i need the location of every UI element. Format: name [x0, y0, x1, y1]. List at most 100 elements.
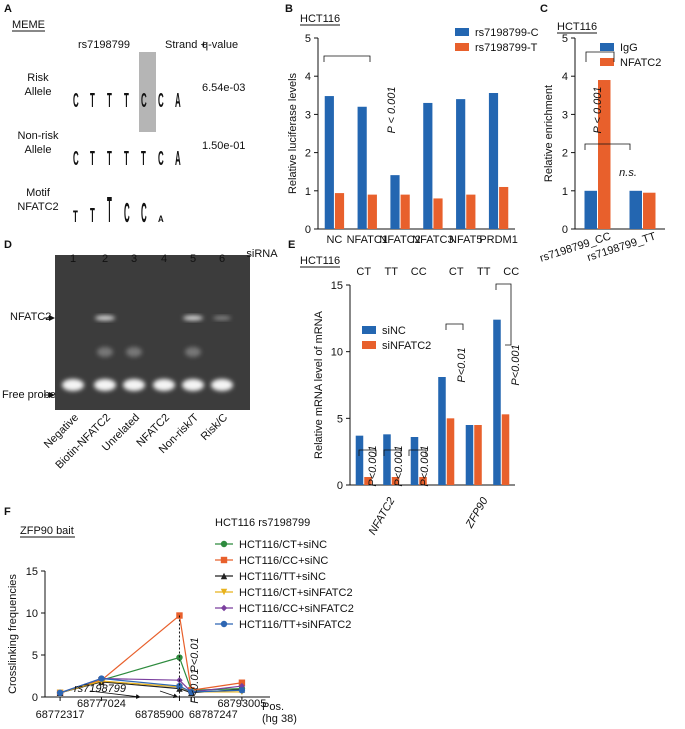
bar [367, 194, 377, 229]
y-tick-label: 10 [331, 347, 343, 359]
motif-letter: T [107, 90, 112, 112]
category-label: TT [477, 266, 491, 278]
bar [324, 96, 334, 230]
y-tick-label: 0 [32, 692, 38, 704]
motif-letter: T [107, 189, 112, 230]
row-label: Allele [25, 144, 52, 156]
bar [501, 414, 510, 485]
bracket [358, 449, 377, 456]
smear [185, 347, 201, 357]
x-axis-label: (hg 38) [262, 713, 297, 725]
annotation: P<0.001 [510, 344, 522, 385]
complex-band [213, 316, 231, 320]
category-label: CC [503, 266, 519, 278]
x-axis-label: siRNA [246, 248, 278, 260]
motif-letter: C [124, 199, 130, 229]
panel-label: A [4, 3, 12, 15]
lane-number: 6 [219, 253, 225, 265]
legend-swatch [455, 28, 469, 36]
bar [629, 190, 642, 229]
x-tick-label: 68785900 [135, 709, 184, 721]
bracket [495, 283, 512, 346]
legend-label: HCT116/CC+siNFATC2 [239, 603, 354, 615]
bar [391, 477, 400, 485]
marker [238, 682, 246, 690]
free-probe-band [94, 379, 116, 391]
bracket [408, 449, 427, 456]
motif-source: MEME [12, 19, 45, 31]
marker [188, 688, 195, 696]
smear [97, 347, 113, 357]
annotation: P<0.01 [189, 668, 201, 703]
panel-label: E [288, 239, 295, 251]
annotation: P<0.01 [456, 347, 468, 382]
category-label: CC [411, 266, 427, 278]
free-probe-band [123, 379, 145, 391]
legend-label: IgG [620, 42, 638, 54]
y-tick-label: 15 [26, 566, 38, 578]
motif-letter: C [141, 199, 147, 229]
band-label: NFATC2 [10, 311, 51, 323]
smear [126, 347, 142, 357]
bar [423, 102, 433, 229]
legend-label: siNFATC2 [382, 340, 431, 352]
q-value: 6.54e-03 [202, 82, 245, 94]
legend-swatch [600, 43, 614, 51]
annotation: n.s. [619, 167, 637, 179]
free-probe-band [211, 379, 233, 391]
bracket [445, 323, 464, 330]
row-label: NFATC2 [17, 201, 58, 213]
legend-label: siNC [382, 325, 406, 337]
column-header: rs7198799 [78, 39, 130, 51]
x-tick-label: NFATC2 [379, 234, 420, 246]
row-label: Allele [25, 86, 52, 98]
panel-label: F [4, 506, 11, 518]
motif-letter: T [124, 90, 129, 112]
x-tick-label: NFATC1 [347, 234, 388, 246]
bar [364, 477, 372, 485]
annotation: P<0.001 [367, 445, 379, 486]
y-tick-label: 0 [305, 224, 311, 236]
bar [357, 106, 367, 229]
motif-letter: T [90, 148, 95, 170]
marker [238, 687, 246, 694]
y-axis-label: Relative luciferase levels [287, 72, 299, 194]
lane-label: Risk/C [199, 412, 230, 443]
bar [438, 377, 446, 485]
chart-title: HCT116 [300, 13, 340, 25]
panel-label: D [4, 239, 12, 251]
y-tick-label: 3 [305, 109, 311, 121]
legend-label: HCT116/CT+siNC [239, 539, 327, 551]
legend-label: HCT116/TT+siNFATC2 [239, 619, 351, 631]
legend-swatch [362, 341, 376, 349]
motif-letter: A [175, 148, 181, 170]
x-tick-label: 68787247 [189, 709, 238, 721]
bar [499, 186, 509, 229]
legend-label: rs7198799-C [475, 27, 539, 39]
motif-letter: C [158, 90, 164, 112]
x-tick-label: NFATC3 [412, 234, 453, 246]
bracket [383, 449, 402, 456]
bar [446, 418, 455, 485]
lane-number: 2 [102, 253, 108, 265]
annotation: P<0.001 [419, 445, 431, 486]
annotation: P < 0.001 [386, 87, 398, 134]
bar [488, 93, 499, 230]
bar [334, 193, 345, 229]
legend-label: HCT116/TT+siNC [239, 571, 326, 583]
lane-number: 4 [161, 253, 167, 265]
motif-letter: A [158, 213, 164, 224]
y-tick-label: 1 [562, 186, 568, 198]
complex-band [95, 315, 115, 321]
bracket [323, 55, 371, 62]
y-tick-label: 1 [305, 186, 311, 198]
pointer [159, 690, 179, 698]
motif-letter: T [124, 148, 129, 170]
x-tick-label: PRDM1 [479, 234, 518, 246]
bar [419, 477, 427, 485]
legend-label: HCT116/CT+siNFATC2 [239, 587, 353, 599]
bar [643, 192, 656, 229]
x-tick-label: 68772317 [36, 709, 85, 721]
legend-swatch [455, 43, 469, 51]
